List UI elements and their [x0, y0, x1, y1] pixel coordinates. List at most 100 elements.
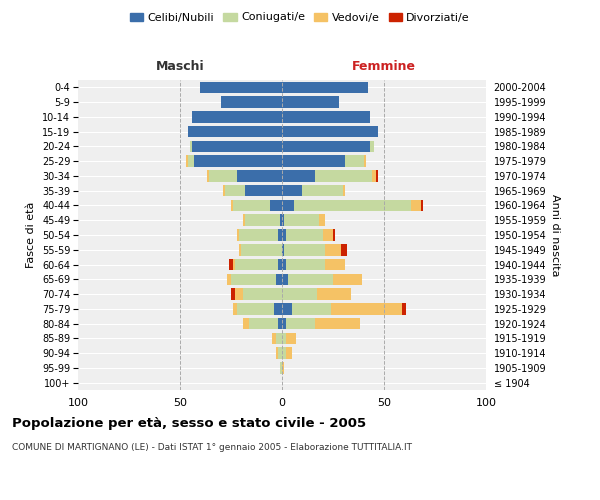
- Bar: [188, 126, 282, 138]
- Bar: [282, 170, 314, 181]
- Bar: [270, 200, 282, 211]
- Bar: [223, 185, 225, 196]
- Bar: [370, 140, 374, 152]
- Bar: [276, 332, 282, 344]
- Bar: [323, 229, 333, 241]
- Bar: [276, 274, 282, 285]
- Bar: [403, 303, 406, 314]
- Bar: [237, 170, 282, 181]
- Bar: [282, 244, 284, 256]
- Bar: [282, 82, 368, 93]
- Bar: [282, 259, 286, 270]
- Bar: [302, 185, 343, 196]
- Bar: [319, 214, 325, 226]
- Bar: [325, 244, 341, 256]
- Bar: [235, 259, 278, 270]
- Bar: [243, 318, 250, 330]
- Bar: [188, 156, 194, 167]
- Bar: [278, 318, 282, 330]
- Text: Maschi: Maschi: [155, 60, 205, 72]
- Bar: [282, 126, 378, 138]
- Bar: [282, 96, 339, 108]
- Bar: [317, 288, 352, 300]
- Bar: [237, 229, 239, 241]
- Text: COMUNE DI MARTIGNANO (LE) - Dati ISTAT 1° gennaio 2005 - Elaborazione TUTTITALIA: COMUNE DI MARTIGNANO (LE) - Dati ISTAT 1…: [12, 442, 412, 452]
- Y-axis label: Fasce di età: Fasce di età: [26, 202, 37, 268]
- Bar: [282, 156, 345, 167]
- Bar: [235, 288, 243, 300]
- Bar: [276, 348, 278, 359]
- Bar: [221, 96, 282, 108]
- Bar: [272, 332, 276, 344]
- Bar: [282, 214, 284, 226]
- Bar: [239, 229, 278, 241]
- Bar: [274, 303, 282, 314]
- Bar: [209, 170, 237, 181]
- Bar: [227, 274, 231, 285]
- Bar: [250, 318, 278, 330]
- Bar: [229, 259, 233, 270]
- Bar: [282, 318, 286, 330]
- Bar: [331, 303, 403, 314]
- Bar: [341, 244, 347, 256]
- Bar: [292, 303, 331, 314]
- Bar: [186, 156, 188, 167]
- Y-axis label: Anni di nascita: Anni di nascita: [550, 194, 560, 276]
- Bar: [231, 274, 276, 285]
- Bar: [243, 214, 245, 226]
- Bar: [286, 229, 323, 241]
- Bar: [286, 259, 325, 270]
- Bar: [286, 348, 292, 359]
- Bar: [206, 170, 209, 181]
- Bar: [233, 259, 235, 270]
- Bar: [280, 214, 282, 226]
- Bar: [282, 200, 294, 211]
- Bar: [333, 229, 335, 241]
- Bar: [314, 170, 372, 181]
- Bar: [284, 244, 325, 256]
- Bar: [245, 185, 282, 196]
- Bar: [294, 200, 410, 211]
- Text: Femmine: Femmine: [352, 60, 416, 72]
- Bar: [278, 229, 282, 241]
- Legend: Celibi/Nubili, Coniugati/e, Vedovi/e, Divorziati/e: Celibi/Nubili, Coniugati/e, Vedovi/e, Di…: [125, 8, 475, 27]
- Bar: [314, 318, 359, 330]
- Bar: [288, 274, 333, 285]
- Bar: [286, 332, 296, 344]
- Bar: [333, 274, 362, 285]
- Bar: [200, 82, 282, 93]
- Bar: [233, 200, 270, 211]
- Bar: [282, 274, 288, 285]
- Bar: [282, 185, 302, 196]
- Bar: [278, 259, 282, 270]
- Bar: [282, 332, 286, 344]
- Bar: [192, 111, 282, 122]
- Bar: [410, 200, 421, 211]
- Bar: [282, 303, 292, 314]
- Bar: [231, 200, 233, 211]
- Bar: [364, 156, 365, 167]
- Bar: [286, 318, 314, 330]
- Bar: [282, 362, 284, 374]
- Bar: [284, 214, 319, 226]
- Bar: [239, 244, 241, 256]
- Bar: [241, 244, 282, 256]
- Bar: [280, 362, 282, 374]
- Bar: [231, 288, 235, 300]
- Bar: [345, 156, 364, 167]
- Bar: [243, 288, 282, 300]
- Bar: [376, 170, 378, 181]
- Bar: [192, 140, 282, 152]
- Bar: [225, 185, 245, 196]
- Bar: [343, 185, 345, 196]
- Bar: [282, 140, 370, 152]
- Bar: [282, 288, 317, 300]
- Bar: [282, 229, 286, 241]
- Bar: [421, 200, 423, 211]
- Bar: [190, 140, 192, 152]
- Bar: [237, 303, 274, 314]
- Text: Popolazione per età, sesso e stato civile - 2005: Popolazione per età, sesso e stato civil…: [12, 418, 366, 430]
- Bar: [245, 214, 280, 226]
- Bar: [278, 348, 282, 359]
- Bar: [194, 156, 282, 167]
